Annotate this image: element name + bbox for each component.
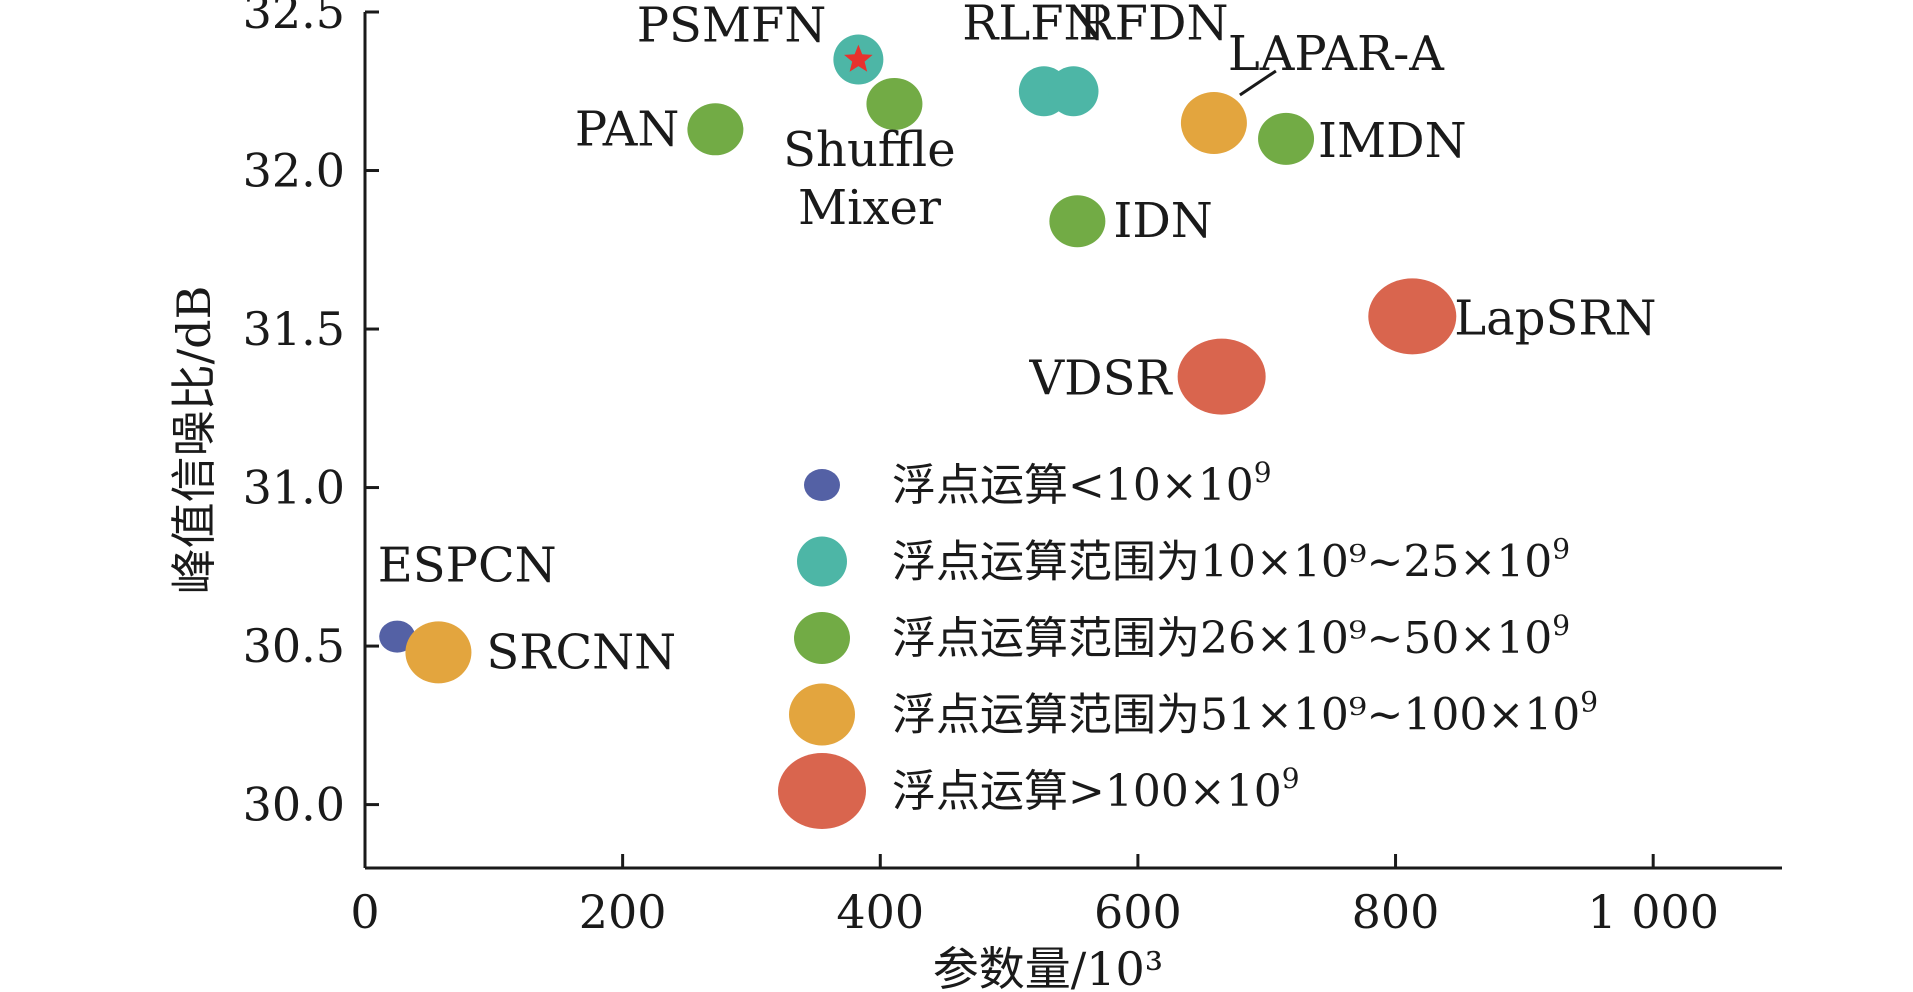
legend-marker-c2 — [797, 536, 847, 587]
x-ticks: 0 200 400 600 800 1 000 — [350, 854, 1719, 939]
point-idn — [1049, 195, 1106, 248]
label-espcn: ESPCN — [378, 538, 557, 594]
legend-label-c4: 浮点运算范围为51×10⁹~100×109 — [892, 686, 1598, 741]
legend-marker-c1 — [804, 469, 840, 501]
label-srcnn: SRCNN — [486, 624, 676, 680]
point-rfdn — [1048, 66, 1099, 117]
axes — [363, 12, 1782, 870]
point-shuffle-mixer — [866, 77, 923, 130]
point-imdn — [1258, 112, 1315, 165]
x-tick-label: 600 — [1094, 885, 1182, 939]
label-vdsr: VDSR — [1028, 351, 1173, 407]
x-axis-label: 参数量/10³ — [933, 942, 1163, 992]
leader-line — [1239, 69, 1277, 97]
data-points — [379, 34, 1457, 684]
x-tick-label: 1 000 — [1587, 885, 1719, 939]
legend-label-c1: 浮点运算<10×109 — [892, 456, 1272, 511]
legend-marker-c4 — [789, 683, 855, 746]
y-tick-label: 32.5 — [243, 0, 345, 39]
y-ticks: 30.0 30.5 31.0 31.5 32.0 32.5 — [243, 0, 379, 832]
point-lapsrn — [1368, 278, 1457, 355]
x-tick-label: 200 — [579, 885, 667, 939]
point-vdsr — [1177, 338, 1266, 415]
legend-label-c2: 浮点运算范围为10×10⁹~25×109 — [892, 533, 1570, 588]
legend-marker-c3 — [794, 612, 850, 664]
x-tick-label: 400 — [836, 885, 924, 939]
y-tick-label: 30.0 — [243, 778, 345, 832]
point-lapar-a — [1180, 91, 1247, 154]
legend: 浮点运算<10×109 浮点运算范围为10×10⁹~25×109 浮点运算范围为26… — [778, 456, 1598, 829]
legend-label-c5: 浮点运算>100×109 — [892, 762, 1300, 817]
label-idn: IDN — [1113, 193, 1212, 249]
label-pan: PAN — [575, 101, 680, 157]
x-tick-label: 800 — [1352, 885, 1440, 939]
label-shuffle-mixer: Shuffle Mixer — [783, 122, 956, 236]
point-srcnn — [405, 621, 472, 684]
point-espcn — [379, 620, 416, 653]
star-marker — [844, 44, 873, 72]
y-tick-label: 32.0 — [243, 144, 345, 198]
label-lapar-a: LAPAR-A — [1228, 26, 1445, 82]
label-rlfn: RLFN — [962, 0, 1105, 51]
y-tick-label: 31.5 — [243, 302, 345, 356]
point-pan — [687, 103, 744, 156]
x-tick-label: 0 — [350, 885, 379, 939]
label-lapsrn: LapSRN — [1454, 290, 1656, 346]
y-axis-label: 峰值信噪比/dB — [167, 286, 221, 595]
legend-label-c3: 浮点运算范围为26×10⁹~50×109 — [892, 609, 1570, 664]
y-tick-label: 30.5 — [243, 619, 345, 673]
label-rfdn: RFDN — [1079, 0, 1229, 51]
y-tick-label: 31.0 — [243, 461, 345, 515]
legend-marker-c5 — [778, 753, 866, 829]
label-psmfn: PSMFN — [637, 0, 827, 54]
label-imdn: IMDN — [1318, 113, 1467, 169]
